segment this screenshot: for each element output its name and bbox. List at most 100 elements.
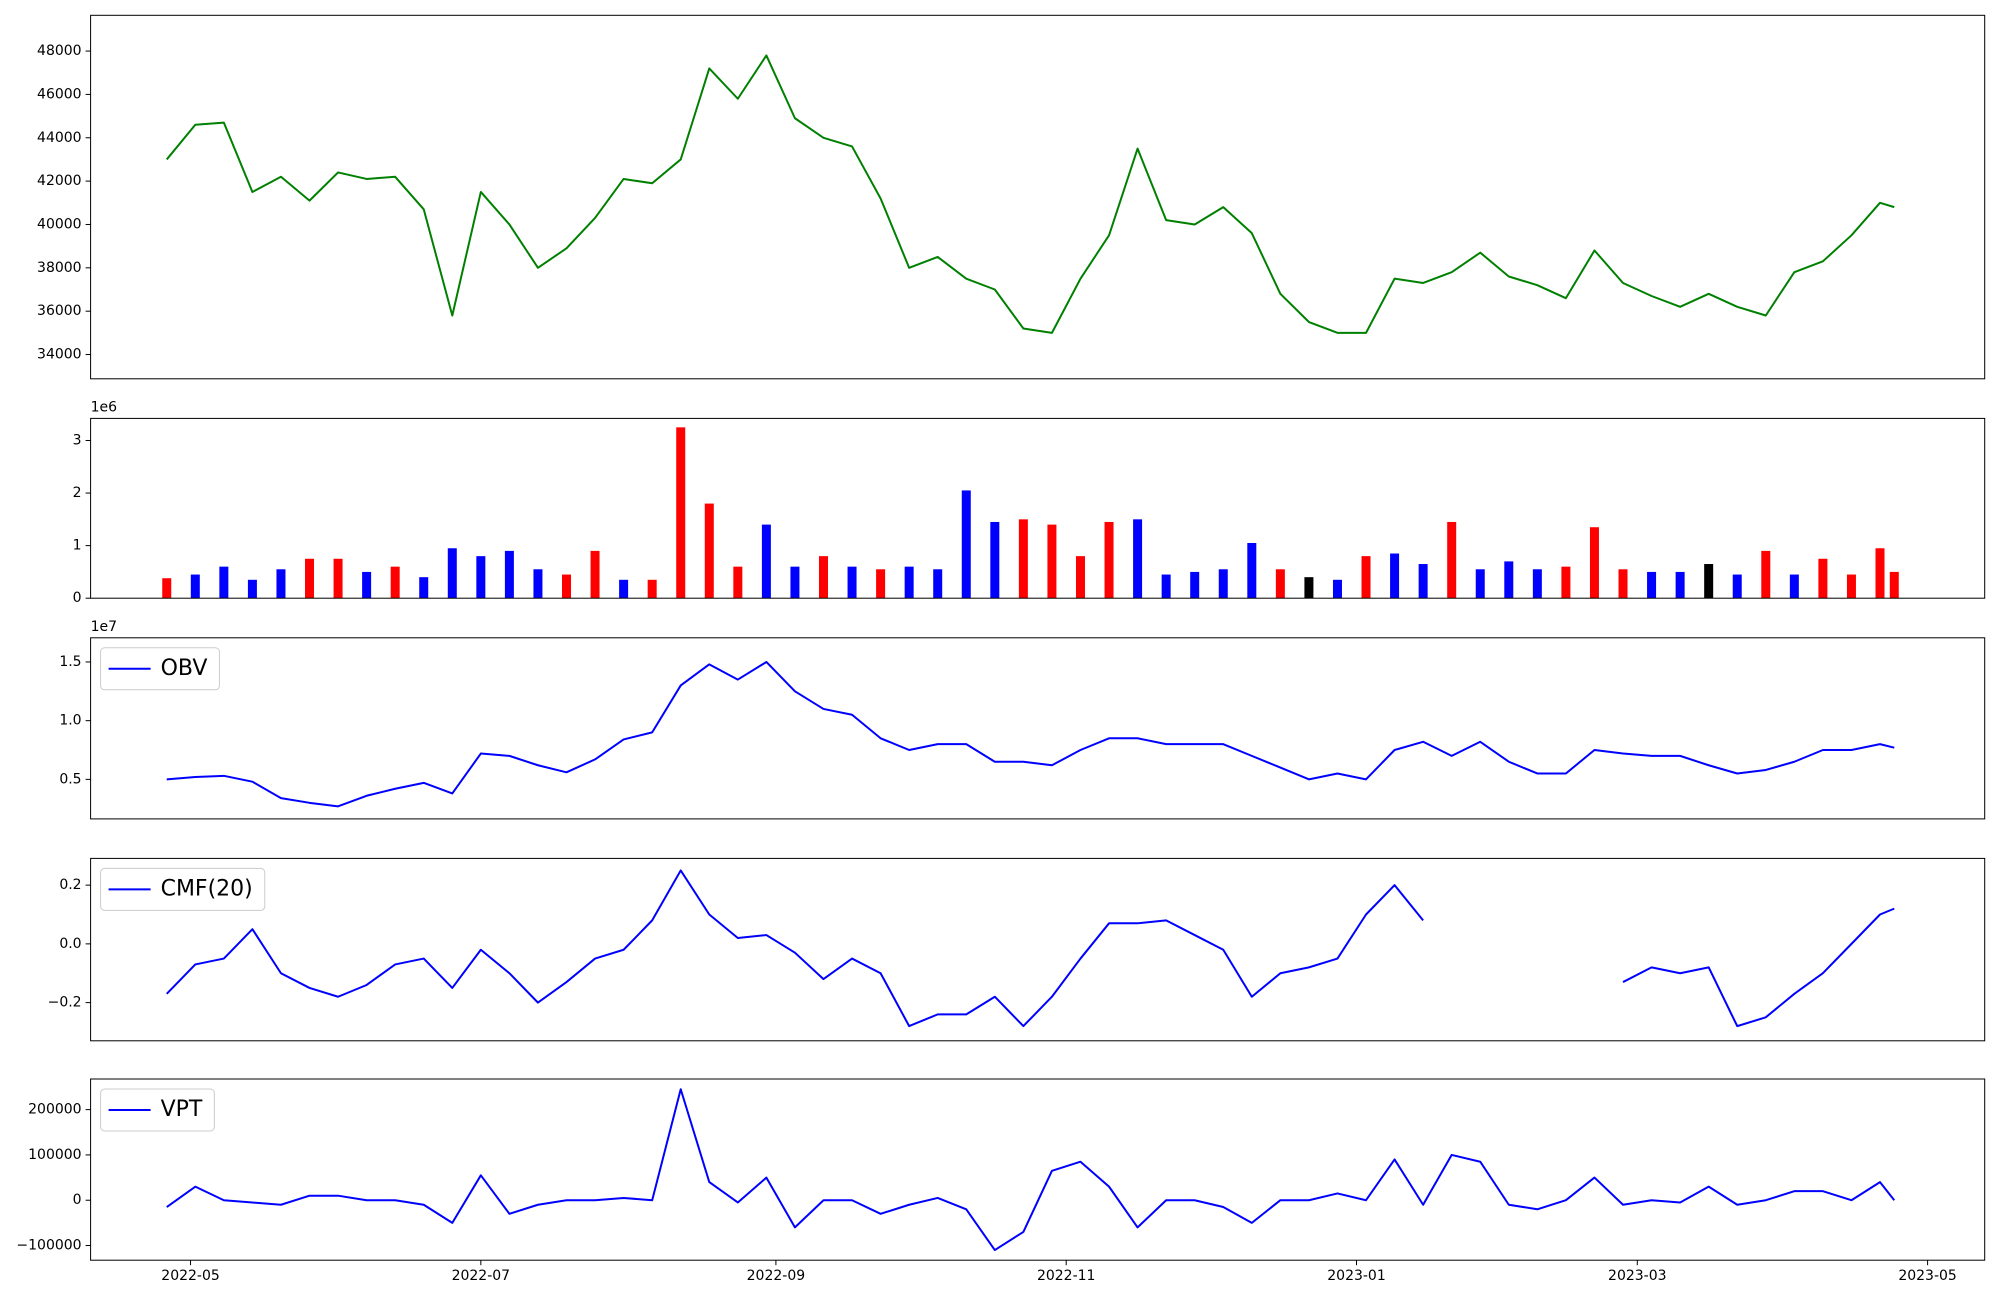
volume-bar (1704, 564, 1714, 599)
volume-bar (847, 566, 857, 599)
volume-bar (362, 571, 372, 599)
volume-bar (562, 574, 572, 599)
y-tick-label: −0.2 (48, 995, 82, 1011)
volume-bar (761, 524, 771, 599)
volume-bar (419, 577, 429, 599)
volume-bar (647, 579, 657, 599)
volume-bar (247, 579, 257, 599)
volume-bar (190, 574, 200, 599)
y-tick-label: 0 (73, 1192, 82, 1208)
volume-bar (1875, 548, 1885, 599)
y-tick-label: 36000 (37, 303, 82, 319)
y-tick-label: 48000 (37, 43, 82, 59)
volume-bar (876, 569, 886, 599)
volume-bar (733, 566, 743, 599)
volume-bar (1504, 561, 1514, 599)
y-tick-label: 100000 (28, 1147, 81, 1163)
volume-bar (1818, 558, 1828, 599)
volume-bar (1532, 569, 1542, 599)
volume-bar (1418, 564, 1428, 599)
y-tick-label: 2 (73, 485, 82, 501)
volume-bar (447, 548, 457, 599)
y-tick-label: 1.5 (59, 654, 81, 670)
legend-box (100, 647, 220, 691)
axis-offset-label: 1e7 (91, 619, 117, 635)
y-tick-label: −100000 (16, 1238, 81, 1254)
volume-bar (1889, 571, 1899, 599)
volume-bar (1304, 577, 1314, 599)
data-line (166, 660, 1895, 808)
volume-bar (1561, 566, 1571, 599)
volume-bar (219, 566, 229, 599)
volume-bar (1390, 553, 1400, 599)
volume-bar (1732, 574, 1742, 599)
axes-frame (90, 14, 1986, 380)
axes-frame (90, 417, 1986, 599)
y-tick-label: 44000 (37, 130, 82, 146)
volume-bar (1218, 569, 1228, 599)
y-tick-label: 0.5 (59, 771, 81, 787)
volume-bar (1675, 571, 1685, 599)
volume-bar (1275, 569, 1285, 599)
volume-bar (1647, 571, 1657, 599)
volume-bar (333, 558, 343, 599)
volume-bar (1761, 550, 1771, 599)
data-line (166, 869, 1895, 1028)
volume-bar (933, 569, 943, 599)
volume-bar (1104, 521, 1114, 599)
volume-bar (305, 558, 315, 599)
volume-bar (704, 503, 714, 599)
volume-bar (1447, 521, 1457, 599)
y-tick-label: 0 (73, 590, 82, 606)
y-tick-label: 40000 (37, 216, 82, 232)
volume-bar (1047, 524, 1057, 599)
y-tick-label: 34000 (37, 347, 82, 363)
volume-bar (1190, 571, 1200, 599)
legend-label: OBV (161, 656, 208, 681)
volume-bar (961, 490, 971, 599)
volume-bar (476, 556, 486, 599)
y-tick-label: 46000 (37, 86, 82, 102)
volume-bar (533, 569, 543, 599)
x-tick-label: 2022-09 (747, 1268, 806, 1284)
volume-bar (818, 556, 828, 599)
volume-bar (1018, 519, 1028, 599)
x-tick-label: 2022-11 (1037, 1268, 1096, 1284)
y-tick-label: 0.2 (59, 877, 81, 893)
volume-bar (1361, 556, 1371, 599)
volume-bar (990, 521, 1000, 599)
data-line (165, 54, 1895, 334)
x-tick-label: 2023-03 (1608, 1268, 1667, 1284)
x-tick-label: 2023-01 (1327, 1268, 1386, 1284)
volume-bar (1846, 574, 1856, 599)
volume-bar (504, 550, 514, 599)
legend-label: VPT (161, 1097, 203, 1122)
y-tick-label: 38000 (37, 260, 82, 276)
volume-bar (1475, 569, 1485, 599)
y-tick-label: 1.0 (59, 713, 81, 729)
volume-bar (1133, 519, 1143, 599)
legend-box (100, 867, 266, 911)
axes-frame (90, 857, 1986, 1042)
volume-bar (1247, 542, 1257, 599)
volume-bar (1589, 527, 1599, 599)
y-tick-label: 3 (73, 432, 82, 448)
volume-bar (619, 579, 629, 599)
volume-bar (790, 566, 800, 599)
x-tick-label: 2022-07 (452, 1268, 511, 1284)
axis-offset-label: 1e6 (91, 399, 118, 415)
legend-label: CMF(20) (161, 876, 253, 901)
volume-bar (904, 566, 914, 599)
legend-box (100, 1088, 215, 1132)
y-tick-label: 200000 (28, 1102, 81, 1118)
axes-frame (90, 637, 1986, 820)
volume-bar (1789, 574, 1799, 599)
volume-bar (1161, 574, 1171, 599)
axes-frame (90, 1078, 1986, 1261)
y-tick-label: 1 (73, 538, 82, 554)
volume-bar (676, 427, 686, 599)
y-tick-label: 42000 (37, 173, 82, 189)
volume-bar (276, 569, 286, 599)
x-tick-label: 2022-05 (161, 1268, 220, 1284)
